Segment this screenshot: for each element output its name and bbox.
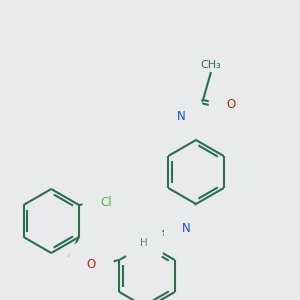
Text: O: O (226, 98, 236, 112)
Text: H: H (165, 110, 173, 124)
Text: CH₃: CH₃ (201, 60, 221, 70)
Text: O: O (87, 259, 96, 272)
Text: H: H (140, 238, 148, 248)
Text: N: N (182, 223, 190, 236)
Text: N: N (177, 110, 185, 124)
Text: Cl: Cl (100, 196, 112, 208)
